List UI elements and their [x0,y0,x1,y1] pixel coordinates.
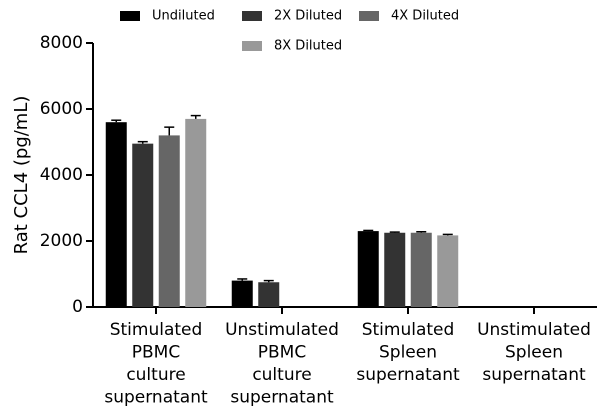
x-tick-label: Stimulated [362,320,455,340]
y-tick-label: 8000 [40,33,83,53]
legend-swatch [120,11,140,21]
bar [132,143,154,307]
bar [185,118,207,308]
bar [410,232,432,307]
legend-label: Undiluted [152,9,215,24]
legend-label: 2X Diluted [274,9,342,24]
legend-label: 8X Diluted [274,39,342,54]
x-tick-label: supernatant [104,388,208,408]
bar [231,280,253,307]
x-tick-label: culture [252,365,311,385]
x-tick-label: PBMC [132,343,180,363]
x-tick-label: supernatant [482,365,586,385]
legend-swatch [359,11,379,21]
x-tick-label: supernatant [230,388,334,408]
bar [384,232,406,307]
legend-swatch [242,41,262,51]
y-axis-label: Rat CCL4 (pg/mL) [11,96,32,255]
x-tick-label: Spleen [505,343,563,363]
x-tick-label: culture [126,365,185,385]
x-tick-label: Unstimulated [225,320,339,340]
y-tick-label: 2000 [40,231,83,251]
y-tick-label: 4000 [40,165,83,185]
x-tick-label: Spleen [379,343,437,363]
bar [258,282,280,307]
bar [105,122,127,307]
x-tick-label: Stimulated [110,320,203,340]
bar [158,135,180,307]
y-tick-label: 0 [72,297,83,317]
x-tick-label: Unstimulated [477,320,591,340]
bar [437,235,459,307]
y-tick-label: 6000 [40,99,83,119]
legend-swatch [242,11,262,21]
x-tick-label: PBMC [258,343,306,363]
bar [357,231,379,307]
legend-label: 4X Diluted [391,9,459,24]
x-tick-label: supernatant [356,365,460,385]
